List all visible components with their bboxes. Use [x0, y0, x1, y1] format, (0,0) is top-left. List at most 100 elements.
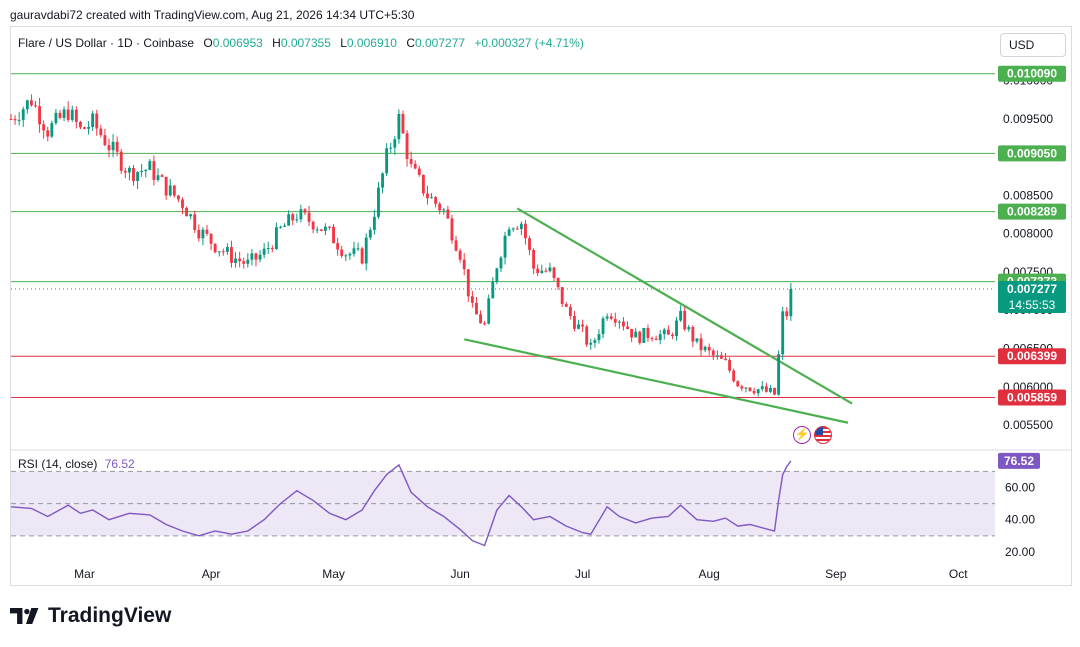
level-badge-text: 0.008289: [1007, 205, 1057, 219]
candle-body: [38, 106, 42, 125]
currency-button[interactable]: USD: [1000, 33, 1066, 57]
candle-body: [144, 169, 148, 171]
candle-body: [413, 163, 417, 169]
candle-body: [389, 147, 393, 149]
candle-body: [577, 324, 580, 329]
candle-body: [401, 113, 405, 134]
candle-body: [417, 168, 421, 175]
rsi-legend: RSI (14, close) 76.52: [18, 457, 135, 471]
candle-body: [642, 327, 646, 343]
candle-body: [254, 253, 258, 260]
candle-body: [446, 209, 450, 219]
candle-body: [140, 170, 144, 173]
candle-body: [605, 316, 609, 319]
candle-body: [552, 267, 556, 278]
candle-body: [609, 316, 613, 319]
level-badge: [998, 389, 1066, 406]
candle-body: [340, 249, 344, 256]
candle-body: [295, 219, 299, 221]
candle-body: [711, 350, 715, 356]
candle-body: [687, 326, 691, 330]
time-axis-tick: Jul: [575, 567, 590, 581]
candle-body: [495, 268, 499, 282]
tradingview-logo-icon: [10, 608, 39, 624]
rsi-title[interactable]: RSI (14, close): [18, 457, 98, 471]
close-value: 0.007277: [415, 36, 466, 50]
candle-body: [62, 109, 66, 118]
candle-body: [176, 195, 180, 200]
candle-body: [568, 306, 572, 317]
candle-body: [111, 141, 115, 151]
candle-body: [78, 121, 82, 128]
price-axis-tick: 0.008000: [1003, 227, 1053, 241]
candle-body: [736, 381, 740, 387]
lightning-icon[interactable]: ⚡: [793, 426, 811, 444]
candle-body: [336, 243, 340, 250]
candle-body: [168, 185, 172, 196]
candle-body: [487, 298, 491, 324]
candle-body: [352, 248, 356, 254]
candle-body: [136, 172, 140, 182]
chart-frame: [10, 26, 1072, 586]
candle-body: [372, 216, 376, 230]
candle-body: [536, 268, 540, 274]
brand-footer[interactable]: TradingView: [10, 604, 171, 628]
high-label: H: [272, 36, 281, 50]
candle-body: [671, 334, 674, 336]
candle-body: [703, 346, 707, 351]
candle-body: [715, 355, 719, 357]
candle-body: [205, 229, 209, 234]
candle-body: [181, 199, 184, 208]
candle-body: [617, 321, 621, 323]
candle-body: [148, 161, 152, 170]
candle-body: [197, 229, 201, 239]
candle-body: [246, 259, 250, 264]
candle-body: [699, 338, 703, 351]
candle-body: [238, 258, 242, 262]
us-flag-icon[interactable]: [814, 426, 832, 444]
change-value: +0.000327 (+4.71%): [474, 36, 584, 50]
open-label: O: [203, 36, 213, 50]
candle-body: [654, 338, 658, 340]
candle-body: [66, 109, 70, 120]
candle-body: [573, 316, 576, 329]
candle-body: [119, 151, 123, 171]
candle-body: [29, 100, 33, 106]
candle-body: [364, 237, 368, 264]
candle-body: [650, 338, 654, 340]
candle-body: [532, 249, 536, 269]
candle-body: [274, 227, 278, 249]
candle-body: [434, 197, 438, 204]
candle-body: [83, 127, 86, 129]
candle-body: [123, 170, 127, 173]
time-axis-tick: Mar: [74, 567, 95, 581]
candle-body: [303, 209, 307, 213]
candle-body: [21, 109, 25, 120]
symbol-title[interactable]: Flare / US Dollar · 1D · Coinbase: [18, 36, 195, 50]
candle-body: [499, 257, 503, 269]
rsi-axis-tick: 20.00: [1005, 545, 1035, 559]
candle-body: [319, 229, 323, 231]
candle-body: [769, 387, 772, 392]
candle-body: [25, 100, 29, 110]
candle-body: [691, 326, 695, 342]
candle-body: [270, 248, 274, 250]
candle-body: [707, 346, 711, 351]
candle-body: [426, 193, 429, 199]
candle-body: [74, 109, 78, 122]
candle-body: [679, 310, 683, 321]
candle-body: [458, 250, 462, 260]
candle-body: [724, 358, 727, 360]
candle-body: [70, 109, 74, 120]
candle-body: [421, 174, 425, 194]
candle-body: [299, 209, 303, 220]
candle-body: [564, 303, 568, 307]
candle-body: [193, 214, 197, 230]
candle-body: [91, 113, 95, 128]
candle-body: [307, 212, 311, 222]
candle-body: [46, 130, 50, 137]
candle-body: [17, 119, 21, 121]
level-badge-text: 0.010090: [1007, 67, 1057, 81]
candle-body: [638, 331, 642, 343]
